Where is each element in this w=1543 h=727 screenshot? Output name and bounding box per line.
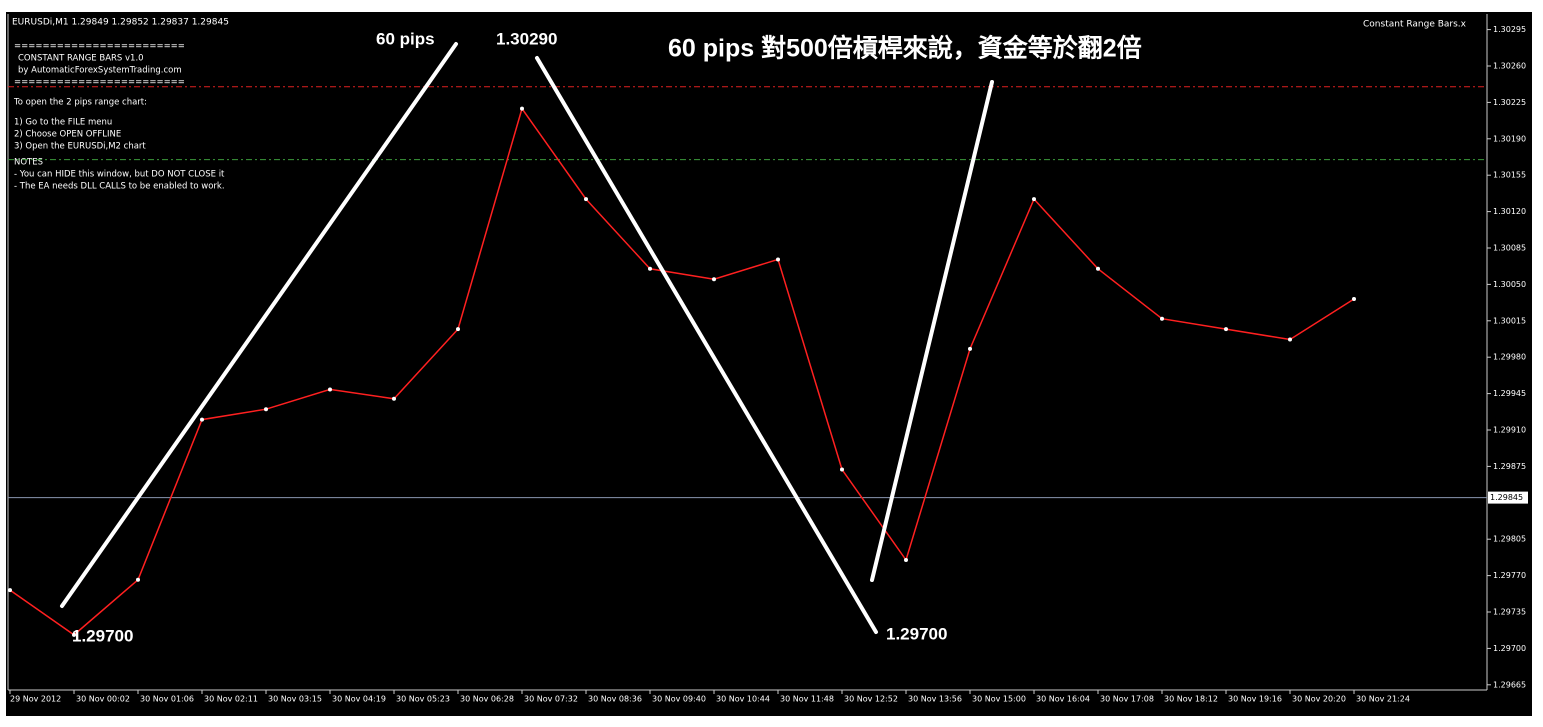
y-tick-label: 1.29665: [1493, 680, 1526, 689]
price-point: [776, 257, 780, 262]
trend-line: [60, 42, 458, 608]
price-point: [840, 467, 844, 472]
x-tick-label: 30 Nov 15:00: [972, 695, 1026, 704]
x-tick-label: 30 Nov 03:15: [268, 695, 322, 704]
y-tick-label: 1.29700: [1493, 644, 1526, 653]
price-point: [584, 197, 588, 202]
annotation: 1.29700: [72, 626, 133, 645]
price-point: [1160, 316, 1164, 321]
y-tick-label: 1.29735: [1493, 608, 1526, 617]
current-price-label: 1.29845: [1490, 493, 1523, 502]
x-tick-label: 30 Nov 05:23: [396, 695, 450, 704]
y-tick-label: 1.29945: [1493, 389, 1526, 398]
trend-lines: [60, 42, 994, 634]
y-tick-label: 1.29910: [1493, 426, 1526, 435]
price-point: [1032, 197, 1036, 202]
info-line: - The EA needs DLL CALLS to be enabled t…: [14, 182, 225, 192]
x-tick-label: 30 Nov 17:08: [1100, 695, 1154, 704]
y-tick-label: 1.30085: [1493, 244, 1526, 253]
x-tick-label: 30 Nov 10:44: [716, 695, 770, 704]
x-tick-label: 30 Nov 13:56: [908, 695, 962, 704]
price-point: [712, 277, 716, 282]
price-point: [648, 266, 652, 271]
price-point: [1224, 327, 1228, 332]
x-tick-label: 30 Nov 12:52: [844, 695, 898, 704]
info-line: CONSTANT RANGE BARS v1.0: [18, 54, 144, 64]
price-point: [136, 577, 140, 582]
header: EURUSDi,M1 1.29849 1.29852 1.29837 1.298…: [12, 18, 229, 28]
y-tick-label: 1.30050: [1493, 280, 1526, 289]
x-tick-label: 30 Nov 07:32: [524, 695, 578, 704]
price-point: [8, 588, 12, 593]
plot-background: [6, 12, 1532, 716]
price-point: [1096, 266, 1100, 271]
y-tick-label: 1.29805: [1493, 535, 1526, 544]
info-line: by AutomaticForexSystemTrading.com: [18, 66, 182, 76]
y-tick-label: 1.29980: [1493, 353, 1526, 362]
x-tick-label: 29 Nov 2012: [10, 695, 61, 704]
price-point: [72, 632, 76, 637]
price-point: [904, 558, 908, 562]
trend-line: [535, 56, 878, 634]
indicator-name: Constant Range Bars.x: [1363, 20, 1467, 30]
info-line: ========================: [14, 78, 185, 88]
annotation: 1.30290: [496, 29, 557, 48]
y-tick-label: 1.29770: [1493, 571, 1526, 580]
price-point: [200, 417, 204, 422]
y-tick-label: 1.30155: [1493, 171, 1526, 180]
y-tick-label: 1.30295: [1493, 25, 1526, 34]
y-tick-label: 1.30120: [1493, 207, 1526, 216]
price-point: [968, 346, 972, 351]
x-tick-label: 30 Nov 01:06: [140, 695, 194, 704]
info-line: - You can HIDE this window, but DO NOT C…: [14, 170, 225, 180]
info-line: 1) Go to the FILE menu: [14, 118, 112, 128]
chart-title: 60 pips 對500倍槓桿來說，資金等於翻2倍: [668, 34, 1142, 63]
price-point: [328, 387, 332, 392]
annotation: 1.29700: [886, 624, 947, 643]
price-point: [520, 106, 524, 111]
x-tick-label: 30 Nov 02:11: [204, 695, 258, 704]
x-tick-label: 30 Nov 04:19: [332, 695, 386, 704]
price-point: [456, 327, 460, 332]
annotation: 60 pips: [376, 29, 435, 48]
y-tick-label: 1.30260: [1493, 62, 1526, 71]
x-tick-label: 30 Nov 06:28: [460, 695, 514, 704]
y-tick-label: 1.30015: [1493, 316, 1526, 325]
x-tick-label: 30 Nov 16:04: [1036, 695, 1090, 704]
x-tick-label: 30 Nov 18:12: [1164, 695, 1218, 704]
x-tick-label: 30 Nov 19:16: [1228, 695, 1282, 704]
y-tick-label: 1.30225: [1493, 98, 1526, 107]
x-tick-label: 30 Nov 00:02: [76, 695, 130, 704]
trend-line: [870, 80, 994, 582]
info-line: To open the 2 pips range chart:: [13, 98, 147, 108]
price-point: [1352, 296, 1356, 301]
x-tick-label: 30 Nov 21:24: [1356, 695, 1410, 704]
info-line: ========================: [14, 42, 185, 52]
x-tick-label: 30 Nov 09:40: [652, 695, 706, 704]
x-tick-label: 30 Nov 11:48: [780, 695, 834, 704]
price-line: [9, 106, 1355, 636]
info-line: 2) Choose OPEN OFFLINE: [14, 130, 121, 140]
info-line: 3) Open the EURUSDi,M2 chart: [14, 142, 146, 152]
x-tick-label: 30 Nov 08:36: [588, 695, 642, 704]
y-tick-label: 1.30190: [1493, 134, 1526, 143]
price-point: [264, 407, 268, 412]
x-tick-label: 30 Nov 20:20: [1292, 695, 1346, 704]
y-tick-label: 1.29875: [1493, 462, 1526, 471]
price-point: [1288, 337, 1292, 342]
info-line: NOTES: [14, 158, 43, 168]
price-point: [392, 396, 396, 401]
current-price-box: [1488, 491, 1528, 504]
